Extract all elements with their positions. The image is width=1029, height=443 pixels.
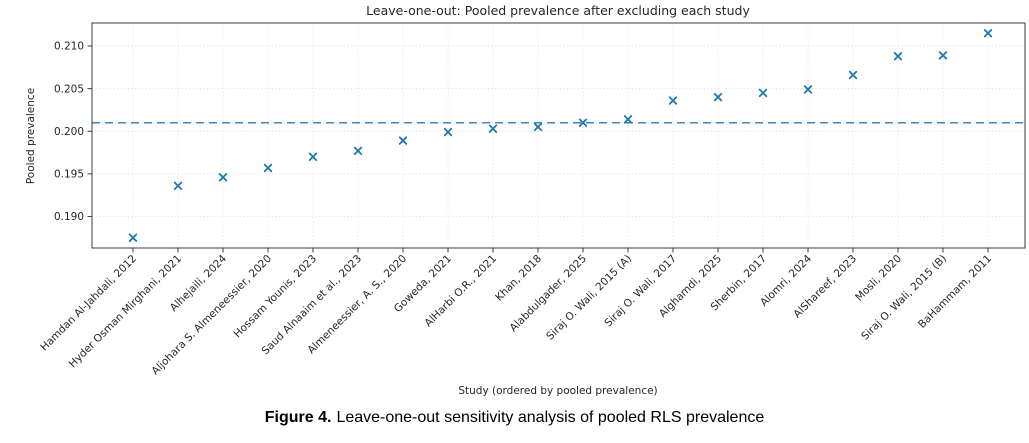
x-axis-label: Study (ordered by pooled prevalence)	[458, 385, 657, 397]
y-axis-ticks: 0.190 0.195 0.200 0.205 0.210	[54, 41, 92, 223]
data-point-marker	[263, 163, 273, 173]
data-point-marker	[128, 233, 138, 242]
data-point-marker	[308, 152, 318, 162]
y-tick-label: 0.195	[54, 169, 84, 181]
data-point-marker	[803, 85, 813, 94]
data-point-marker	[893, 52, 903, 61]
data-point-marker	[443, 127, 453, 137]
data-point-marker	[533, 122, 543, 132]
data-point-marker	[488, 124, 498, 133]
data-point-marker	[938, 51, 948, 60]
data-points	[128, 29, 993, 242]
figure-caption-text: Leave-one-out sensitivity analysis of po…	[336, 409, 765, 426]
data-point-marker	[983, 29, 993, 38]
x-tick-label: Hossam Younis, 2023	[232, 253, 320, 341]
data-point-marker	[713, 92, 723, 102]
data-point-marker	[353, 146, 363, 156]
data-point-marker	[218, 173, 228, 182]
data-point-marker	[398, 136, 408, 145]
data-point-marker	[173, 181, 183, 190]
data-point-marker	[668, 96, 678, 105]
y-axis-label: Pooled prevalence	[25, 88, 37, 184]
y-tick-label: 0.200	[54, 126, 84, 138]
data-point-marker	[578, 118, 588, 127]
chart-title: Leave-one-out: Pooled prevalence after e…	[366, 3, 750, 18]
y-tick-label: 0.190	[54, 211, 84, 223]
y-tick-label: 0.205	[54, 83, 84, 95]
data-point-marker	[758, 88, 768, 98]
y-tick-label: 0.210	[54, 41, 84, 53]
x-tick-label: Siraj O. Wali, 2015 (B)	[859, 253, 949, 343]
plot-border	[91, 22, 1026, 249]
figure-caption: Figure 4. Leave-one-out sensitivity analy…	[0, 409, 1029, 427]
leave-one-out-chart: 0.190 0.195 0.200 0.205 0.210 Hamdan Al-Jahd…	[25, 3, 1026, 397]
figure-caption-number: Figure 4.	[264, 409, 332, 426]
data-point-marker	[848, 70, 858, 80]
x-tick-label: Siraj O. Wali, 2015 (A)	[544, 253, 634, 343]
gridlines	[92, 23, 1025, 248]
data-point-marker	[623, 115, 633, 124]
x-tick-label: Alabdulgader, 2025	[508, 253, 590, 335]
